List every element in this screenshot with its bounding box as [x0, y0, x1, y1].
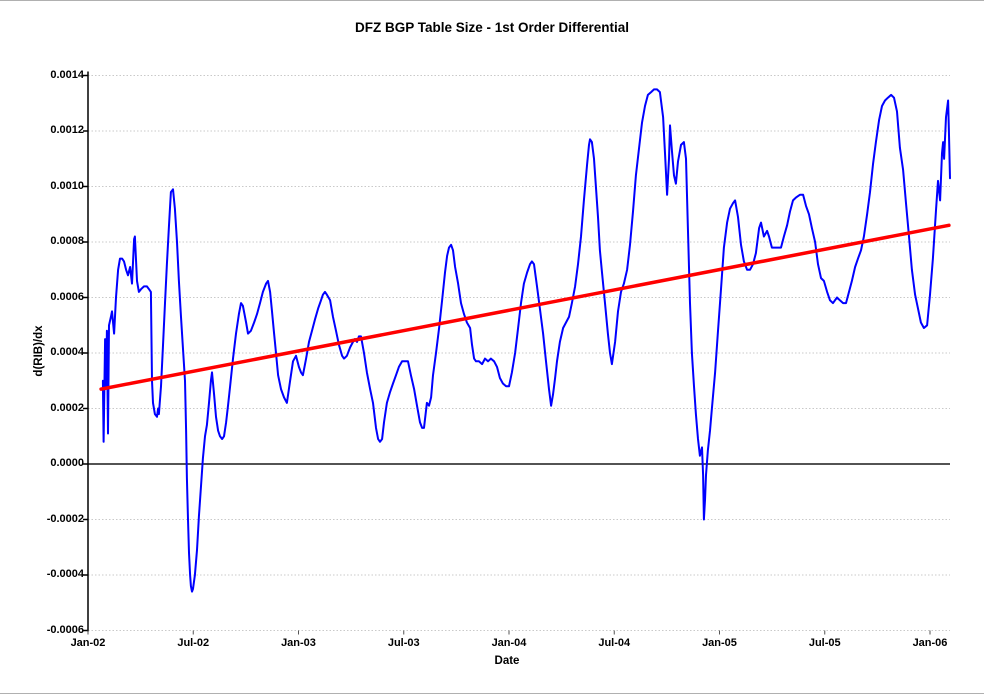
- y-tick-label: -0.0004: [46, 568, 84, 580]
- y-tick-label: 0.0004: [50, 346, 84, 358]
- y-tick-label: -0.0006: [46, 623, 84, 636]
- x-axis-title: Date: [494, 655, 520, 667]
- trend-line: [99, 223, 951, 391]
- y-tick-label: 0.0006: [50, 290, 84, 303]
- y-tick-label: 0.0000: [50, 457, 84, 469]
- y-tick-label: -0.0002: [46, 512, 84, 525]
- x-tick-label: Jan-04: [491, 637, 527, 649]
- y-tick-label: 0.0010: [50, 179, 84, 192]
- series-line-drib: [101, 88, 951, 593]
- x-tick-label: Jul-03: [387, 637, 420, 649]
- x-tick-label: Jan-06: [912, 637, 948, 649]
- x-tick-label: Jul-04: [598, 637, 631, 649]
- y-tick-label: 0.0014: [50, 68, 84, 81]
- x-tick-label: Jan-02: [70, 637, 106, 649]
- x-tick-label: Jan-05: [702, 637, 737, 649]
- x-tick-label: Jul-02: [177, 637, 210, 649]
- y-tick-label: 0.0012: [50, 124, 84, 136]
- chart-title: DFZ BGP Table Size - 1st Order Different…: [354, 20, 630, 35]
- y-tick-label: 0.0008: [50, 235, 84, 247]
- x-tick-label: Jul-05: [808, 637, 841, 649]
- y-tick-label: 0.0002: [50, 401, 84, 414]
- x-tick-label: Jan-03: [281, 637, 316, 649]
